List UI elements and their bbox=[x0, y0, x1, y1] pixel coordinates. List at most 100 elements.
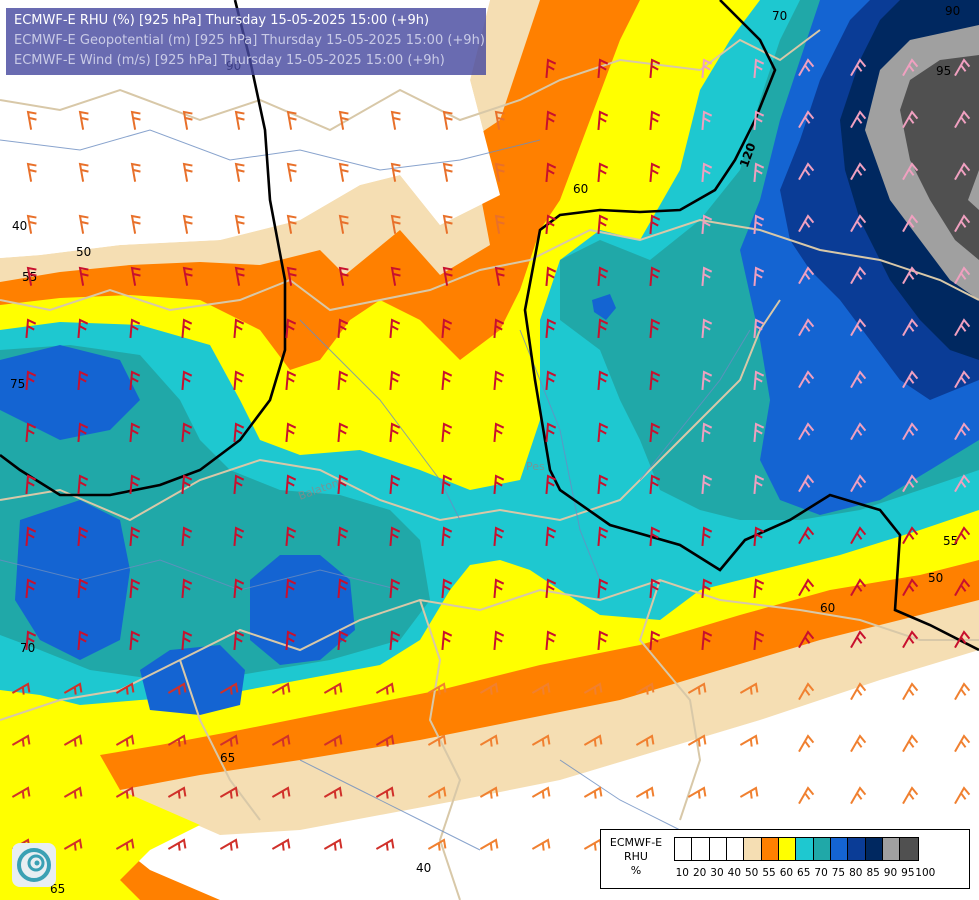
wind-barb bbox=[954, 630, 971, 649]
wind-barb bbox=[850, 734, 867, 753]
wind-barb bbox=[701, 370, 713, 391]
wind-barb bbox=[233, 370, 245, 391]
wind-barb bbox=[337, 370, 349, 391]
wind-barb bbox=[902, 318, 919, 337]
contour-label-40: 40 bbox=[12, 219, 27, 233]
wind-barb bbox=[233, 318, 245, 339]
wind-barb bbox=[337, 578, 349, 599]
wind-barb bbox=[687, 682, 707, 695]
geopotential-contours bbox=[0, 0, 979, 652]
wind-barb bbox=[545, 162, 557, 183]
wind-barb bbox=[649, 266, 661, 287]
wind-barb bbox=[954, 786, 971, 805]
wind-barb bbox=[798, 58, 815, 77]
wind-barb bbox=[25, 422, 37, 443]
legend-swatch bbox=[796, 838, 814, 860]
wind-barb bbox=[902, 682, 919, 701]
wind-barb bbox=[442, 162, 453, 182]
wind-barb bbox=[285, 422, 297, 443]
legend-variable: RHU bbox=[624, 850, 648, 863]
wind-barb bbox=[77, 318, 89, 339]
wind-barb bbox=[129, 526, 141, 547]
wind-barb bbox=[753, 630, 765, 651]
wind-barb bbox=[442, 214, 453, 234]
wind-barb bbox=[25, 526, 37, 547]
wind-barb bbox=[649, 110, 661, 131]
wind-barb bbox=[850, 266, 867, 285]
wind-barb bbox=[954, 422, 971, 441]
wind-barb bbox=[493, 526, 505, 547]
wind-barb bbox=[493, 630, 505, 651]
wind-barb bbox=[167, 682, 187, 695]
wind-barb bbox=[954, 526, 971, 545]
legend-tick-label: 40 bbox=[727, 867, 742, 879]
wind-barb bbox=[129, 370, 141, 391]
wind-barb bbox=[26, 214, 37, 234]
wind-barb bbox=[233, 422, 245, 443]
wind-barb bbox=[902, 474, 919, 493]
wind-barb bbox=[389, 474, 401, 495]
wind-barb bbox=[545, 422, 557, 443]
legend-tick-label: 100 bbox=[915, 867, 936, 879]
wind-barb bbox=[850, 214, 867, 233]
wind-barb bbox=[389, 630, 401, 651]
wind-barb bbox=[649, 422, 661, 443]
wind-barb bbox=[181, 422, 193, 443]
wind-barb bbox=[954, 162, 971, 181]
wind-barb bbox=[545, 266, 557, 287]
wind-barb bbox=[902, 214, 919, 233]
wind-barb bbox=[850, 162, 867, 181]
wind-barb bbox=[78, 162, 89, 182]
wind-barb bbox=[635, 734, 655, 747]
wind-barb bbox=[493, 370, 505, 391]
wind-barb bbox=[597, 318, 609, 339]
wind-barb bbox=[649, 370, 661, 391]
wind-barb bbox=[798, 162, 815, 181]
wind-barb bbox=[182, 266, 193, 286]
wind-barb bbox=[167, 838, 187, 851]
wind-barb bbox=[687, 734, 707, 747]
wind-barb bbox=[77, 474, 89, 495]
legend-tick-label: 50 bbox=[745, 867, 759, 879]
wind-barb bbox=[649, 318, 661, 339]
wind-barb bbox=[77, 526, 89, 547]
wind-barb bbox=[798, 422, 815, 441]
rhu-band-75-sw3 bbox=[140, 645, 245, 715]
wind-barb bbox=[701, 162, 713, 183]
wind-barb bbox=[798, 682, 815, 701]
legend-swatch bbox=[900, 838, 918, 860]
wind-barb bbox=[181, 578, 193, 599]
contour-label-65: 65 bbox=[220, 751, 235, 765]
wind-barb bbox=[390, 214, 401, 234]
wind-barb bbox=[798, 526, 815, 545]
wind-barb bbox=[285, 318, 297, 339]
wind-barb bbox=[902, 370, 919, 389]
wind-barb bbox=[954, 58, 971, 77]
contour-label-50b: 50 bbox=[928, 571, 943, 585]
wind-barb bbox=[441, 370, 453, 391]
contour-label-50: 50 bbox=[76, 245, 91, 259]
wind-barb bbox=[25, 370, 37, 391]
wind-barb bbox=[479, 786, 499, 799]
wind-barb bbox=[427, 786, 447, 799]
wind-barb bbox=[26, 110, 37, 130]
wind-barb bbox=[389, 318, 401, 339]
wind-barb bbox=[798, 786, 815, 805]
wind-barb bbox=[954, 474, 971, 493]
wind-barb bbox=[323, 786, 343, 799]
wind-barb bbox=[219, 734, 239, 747]
wind-barb bbox=[597, 58, 609, 79]
wind-barb bbox=[753, 526, 765, 547]
wind-barb bbox=[323, 838, 343, 851]
wind-barb bbox=[753, 110, 765, 131]
wind-barb bbox=[531, 786, 551, 799]
wind-barb bbox=[271, 838, 291, 851]
wind-barb bbox=[285, 578, 297, 599]
wind-barb bbox=[233, 630, 245, 651]
wind-barb bbox=[129, 474, 141, 495]
wind-barb bbox=[26, 162, 37, 182]
rhu-band-75-west bbox=[0, 345, 140, 440]
wind-barb bbox=[902, 162, 919, 181]
wind-barb bbox=[441, 318, 453, 339]
legend-tick-label: 20 bbox=[692, 867, 707, 879]
